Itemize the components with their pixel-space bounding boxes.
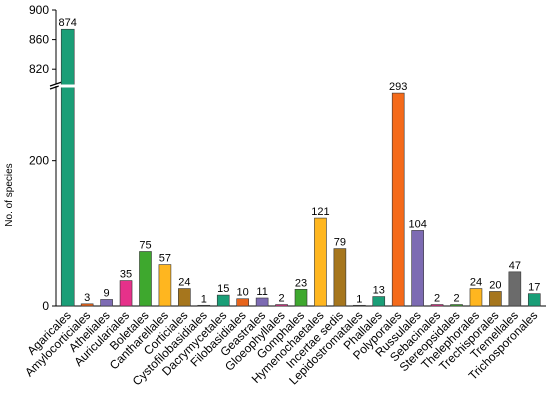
bar-boletales — [139, 251, 152, 307]
data-label: 1 — [201, 293, 207, 305]
bar-russulales — [411, 230, 424, 307]
bar-trichosporonales — [527, 293, 541, 307]
data-label: 3 — [84, 292, 90, 304]
bar-gloeophyllales — [275, 304, 288, 307]
y-tick-label: 820 — [29, 62, 49, 76]
bar-phallales — [372, 296, 386, 307]
bar-amylocorticiales — [80, 303, 94, 307]
axis-break-mark — [49, 81, 63, 87]
bar-atheliales — [100, 299, 113, 307]
axis-break-gap — [58, 84, 77, 88]
data-label: 13 — [373, 285, 385, 297]
bar-lepidostromatales — [353, 304, 366, 307]
bar-sebacinales — [430, 304, 444, 307]
data-label: 293 — [389, 81, 407, 93]
bar-agaricales — [60, 28, 75, 307]
bar-thelephorales — [469, 288, 483, 307]
data-label: 11 — [256, 286, 267, 298]
data-label: 2 — [434, 293, 440, 305]
bar-corticiales — [178, 288, 191, 307]
bar-tremellales — [508, 271, 522, 307]
data-label: 10 — [237, 287, 249, 299]
bar-polyporales — [391, 92, 405, 307]
bar-cystofilobasidiales — [197, 304, 211, 307]
axes: 0 200 820 860 900 — [29, 3, 546, 313]
data-label: 75 — [139, 240, 151, 252]
bar-incertae-sedis — [333, 248, 347, 307]
data-label: 1 — [356, 293, 362, 305]
bar-geastrales — [255, 297, 269, 307]
data-label: 24 — [470, 277, 482, 289]
data-label: 79 — [334, 237, 346, 249]
data-label: 47 — [509, 260, 521, 272]
data-label: 2 — [453, 293, 459, 305]
category-labels: AgaricalesAmylocorticialesAthelialesAuri… — [22, 308, 540, 388]
data-label: 23 — [295, 277, 307, 289]
bar-hymenochaetales — [314, 217, 327, 307]
data-label: 15 — [217, 283, 229, 295]
y-tick-label: 860 — [29, 33, 49, 47]
bars — [58, 28, 541, 307]
y-axis-title: No. of species — [4, 163, 15, 226]
bar-auriculariales — [119, 280, 133, 307]
y-tick-label: 0 — [42, 299, 49, 313]
bar-filobasidiales — [236, 298, 249, 307]
data-label: 9 — [104, 287, 110, 299]
bar-cantharellales — [158, 264, 172, 307]
data-label: 104 — [408, 218, 426, 230]
data-label: 121 — [311, 206, 329, 218]
data-label: 2 — [278, 293, 284, 305]
data-label: 20 — [489, 279, 501, 291]
data-label: 57 — [159, 253, 171, 265]
bar-dacrymycetales — [216, 294, 230, 307]
data-label: 35 — [120, 269, 132, 281]
bar-stereopsidales — [450, 304, 463, 307]
bar-gomphales — [294, 288, 308, 307]
y-tick-label: 200 — [29, 154, 49, 168]
data-label: 17 — [528, 282, 540, 294]
data-label: 874 — [59, 17, 77, 29]
y-tick-label: 900 — [29, 3, 49, 17]
data-label: 24 — [178, 277, 190, 289]
bar-trechisporales — [489, 291, 502, 307]
